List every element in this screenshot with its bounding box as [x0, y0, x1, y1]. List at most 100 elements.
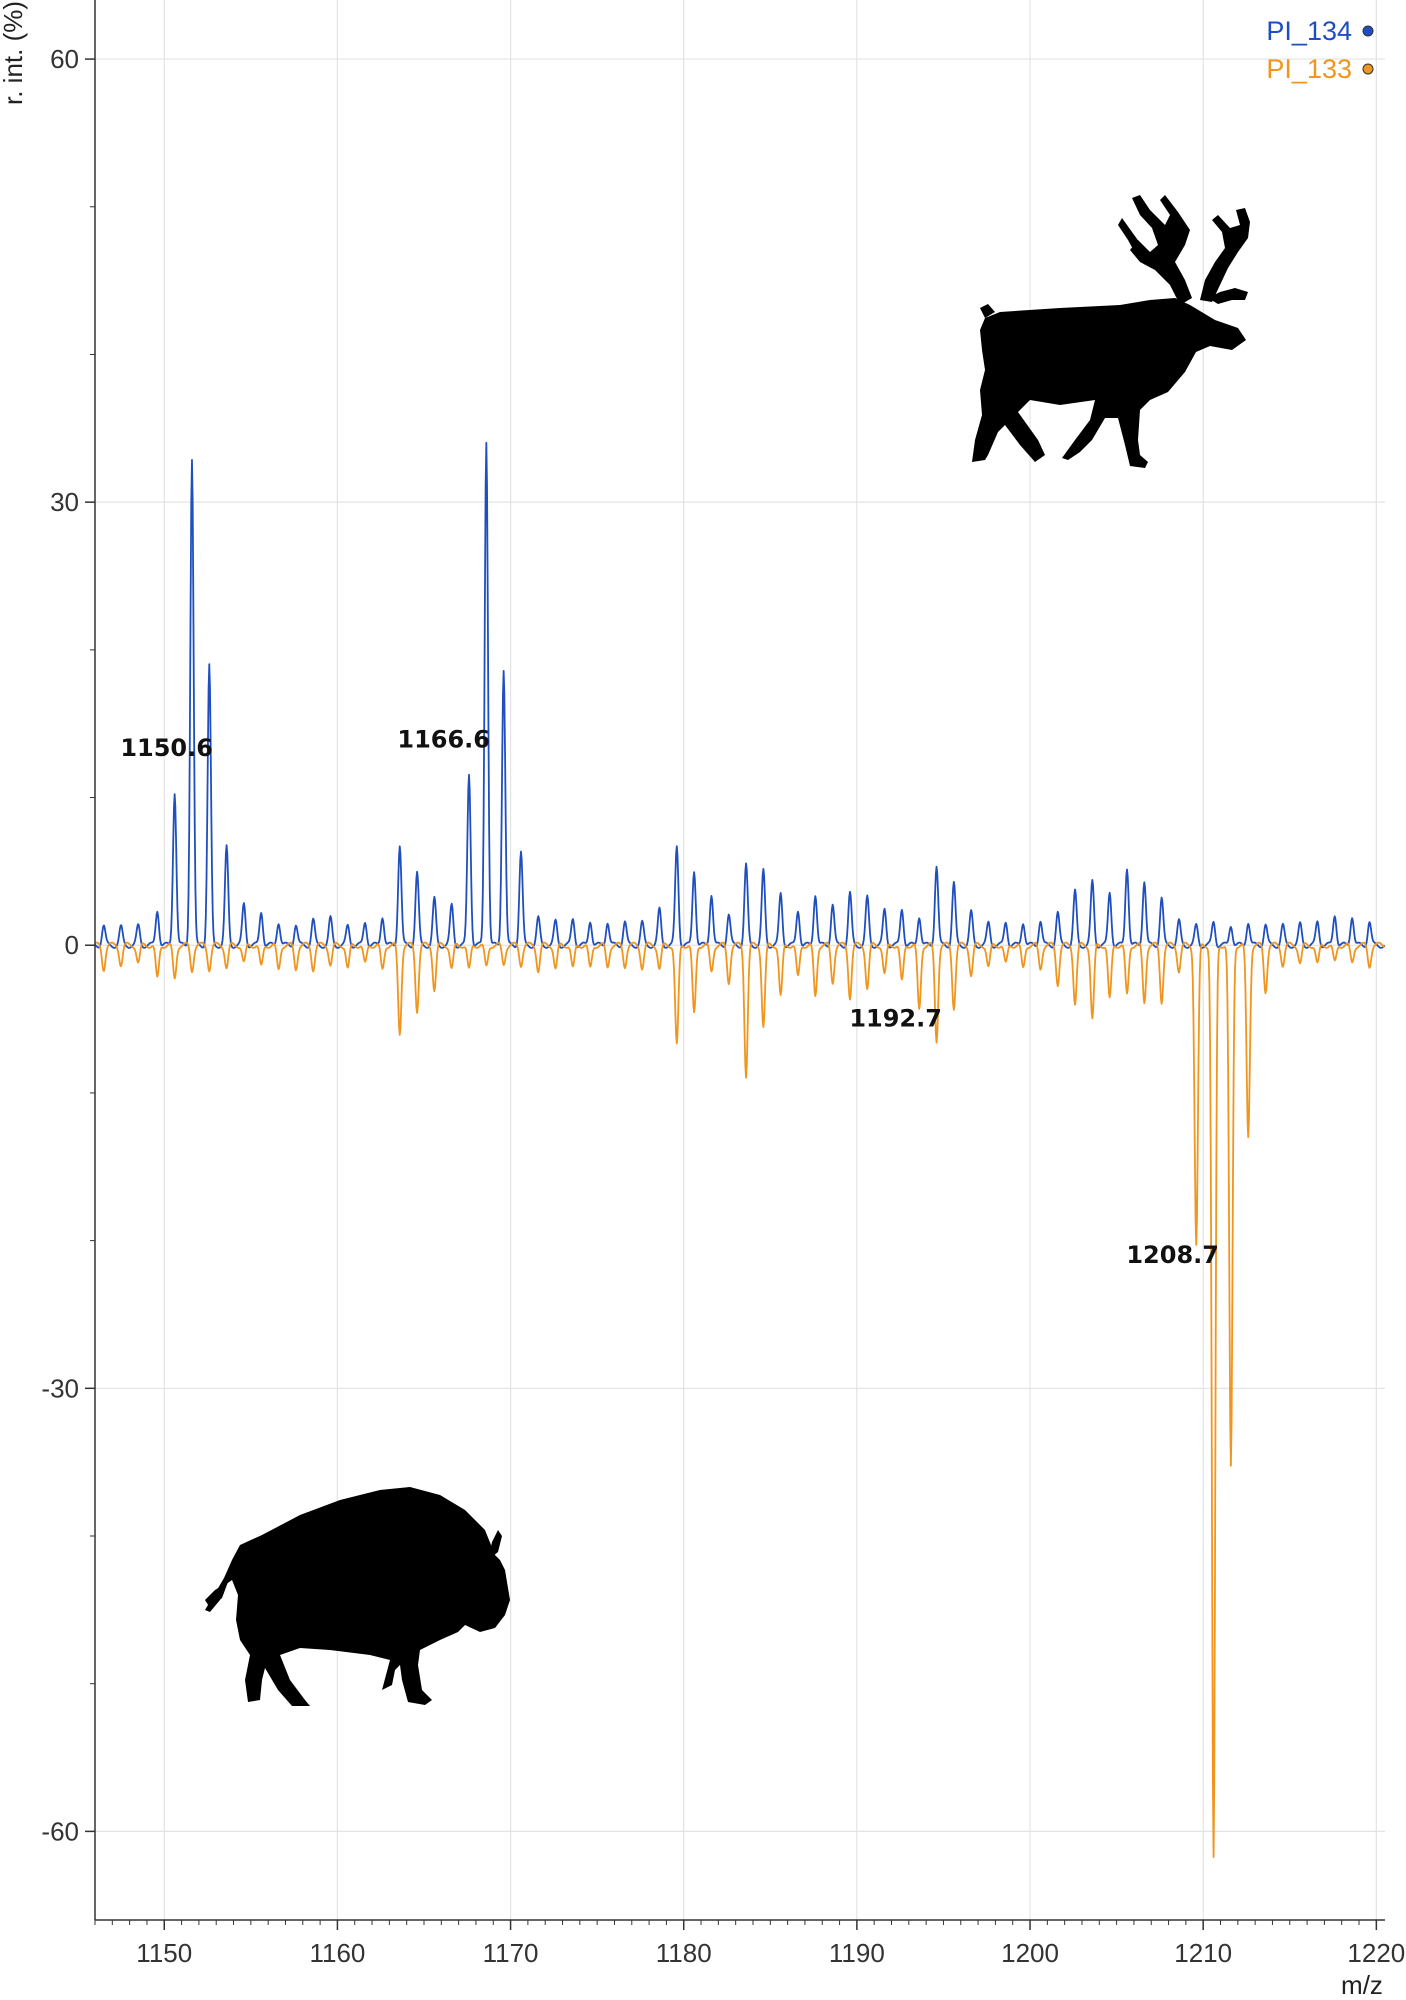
peak-label: 1192.7: [849, 1004, 942, 1032]
peak-point-pi-133-72: [1351, 962, 1353, 964]
peak-point-pi-133-25: [537, 969, 539, 971]
peak-point-pi-133-0: [102, 968, 104, 970]
peak-point-pi-133-55: [1057, 982, 1059, 984]
y-tick-label: -60: [41, 1816, 79, 1846]
x-tick-label: 1150: [136, 1938, 192, 1968]
y-tick-label: 30: [50, 487, 79, 517]
peak-point-pi-133-28: [589, 968, 591, 970]
peak-point-pi-134-64: [1212, 920, 1214, 922]
peak-point-pi-134-30: [624, 920, 626, 922]
peak-point-pi-134-35: [710, 892, 712, 894]
peak-point-pi-134-11: [295, 923, 297, 925]
peak-point-pi-134-23: [502, 668, 504, 670]
peak-point-pi-133-59: [1126, 994, 1128, 996]
peak-point-pi-134-51: [987, 922, 989, 924]
peak-point-pi-134-12: [312, 919, 314, 921]
peak-point-pi-133-41: [814, 996, 816, 998]
peak-annotations: 1150.6 1166.6 1192.7 1208.7: [120, 725, 1219, 1268]
peak-point-pi-134-45: [883, 909, 885, 911]
peak-point-pi-133-58: [1108, 999, 1110, 1001]
peak-point-pi-134-5: [191, 458, 193, 460]
peak-point-pi-133-73: [1368, 965, 1370, 967]
peak-point-pi-133-22: [485, 966, 487, 968]
series-line-pi-134: [94, 441, 1386, 949]
x-tick-label: 1190: [829, 1938, 885, 1968]
peak-point-pi-134-52: [1005, 920, 1007, 922]
peak-point-pi-134-31: [641, 922, 643, 924]
peak-point-pi-133-26: [554, 968, 556, 970]
peak-point-pi-133-35: [710, 971, 712, 973]
peak-point-pi-134-65: [1230, 923, 1232, 925]
peak-point-pi-133-40: [797, 977, 799, 979]
peak-label: 1208.7: [1126, 1241, 1219, 1269]
peak-point-pi-134-48: [935, 864, 937, 866]
peak-point-pi-133-18: [416, 1009, 418, 1011]
peak-point-pi-133-56: [1074, 1002, 1076, 1004]
peak-point-pi-133-17: [399, 1033, 401, 1035]
peak-point-pi-133-6: [208, 968, 210, 970]
peak-point-pi-133-69: [1299, 962, 1301, 964]
peak-label: 1166.6: [397, 725, 490, 753]
legend-label-pi-133: PI_133: [1266, 54, 1352, 84]
peak-point-pi-134-13: [329, 917, 331, 919]
peak-point-pi-134-42: [831, 903, 833, 905]
peak-point-pi-134-10: [277, 920, 279, 922]
peak-point-pi-134-44: [866, 897, 868, 899]
peak-point-pi-134-72: [1351, 914, 1353, 916]
peak-point-pi-134-25: [537, 917, 539, 919]
peak-point-pi-134-21: [468, 773, 470, 775]
peak-point-pi-133-29: [606, 966, 608, 968]
peak-point-pi-133-1: [120, 963, 122, 965]
peak-point-pi-134-3: [156, 909, 158, 911]
peak-point-pi-133-66: [1247, 1136, 1249, 1138]
peak-point-pi-134-56: [1074, 891, 1076, 893]
series-layer: [94, 441, 1386, 1858]
peak-point-pi-133-21: [468, 969, 470, 971]
peak-point-pi-134-70: [1316, 920, 1318, 922]
legend: PI_134 PI_133: [1266, 16, 1374, 84]
peak-point-pi-133-44: [866, 987, 868, 989]
peak-point-pi-133-37: [745, 1074, 747, 1076]
peak-point-pi-133-16: [381, 969, 383, 971]
peak-point-pi-133-8: [243, 962, 245, 964]
peak-point-pi-133-19: [433, 988, 435, 990]
peak-point-pi-133-62: [1178, 969, 1180, 971]
peak-point-pi-133-46: [901, 981, 903, 983]
peak-point-pi-134-62: [1178, 920, 1180, 922]
peak-point-pi-134-59: [1126, 866, 1128, 868]
peak-point-pi-134-6: [208, 665, 210, 667]
peak-point-pi-133-13: [329, 963, 331, 965]
series-line-pi-133: [94, 941, 1386, 1858]
legend-marker-pi-134: [1362, 25, 1374, 37]
peak-point-pi-133-60: [1143, 1002, 1145, 1004]
peak-point-pi-133-31: [641, 966, 643, 968]
bison-silhouette-icon: [205, 1487, 510, 1706]
peak-point-pi-133-48: [935, 1040, 937, 1042]
peak-point-pi-133-68: [1282, 963, 1284, 965]
peak-point-pi-134-18: [416, 872, 418, 874]
y-tick-label: -30: [41, 1373, 79, 1403]
peak-point-pi-133-15: [364, 963, 366, 965]
axes: [94, 0, 1385, 1921]
peak-point-pi-134-71: [1334, 913, 1336, 915]
peak-point-pi-133-12: [312, 968, 314, 970]
peak-point-pi-133-11: [295, 968, 297, 970]
peak-point-pi-134-16: [381, 914, 383, 916]
peak-point-pi-134-73: [1368, 920, 1370, 922]
peak-point-pi-134-68: [1282, 925, 1284, 927]
y-tick-label: 60: [50, 44, 79, 74]
peak-point-pi-133-30: [624, 965, 626, 967]
axis-ticks: 1150 1160 1170 1180 1190 1200 1210 1220 60 30 0 -30…: [41, 44, 1405, 1968]
peak-point-pi-133-3: [156, 978, 158, 980]
peak-point-pi-134-8: [243, 903, 245, 905]
peak-point-pi-134-63: [1195, 925, 1197, 927]
peak-point-pi-134-41: [814, 892, 816, 894]
peak-point-pi-133-24: [520, 963, 522, 965]
peak-point-pi-134-49: [953, 882, 955, 884]
peak-point-pi-133-33: [676, 1044, 678, 1046]
x-tick-label: 1200: [1001, 1938, 1059, 1968]
peak-point-pi-133-67: [1264, 990, 1266, 992]
peak-point-pi-133-54: [1039, 968, 1041, 970]
peak-point-pi-133-20: [450, 968, 452, 970]
